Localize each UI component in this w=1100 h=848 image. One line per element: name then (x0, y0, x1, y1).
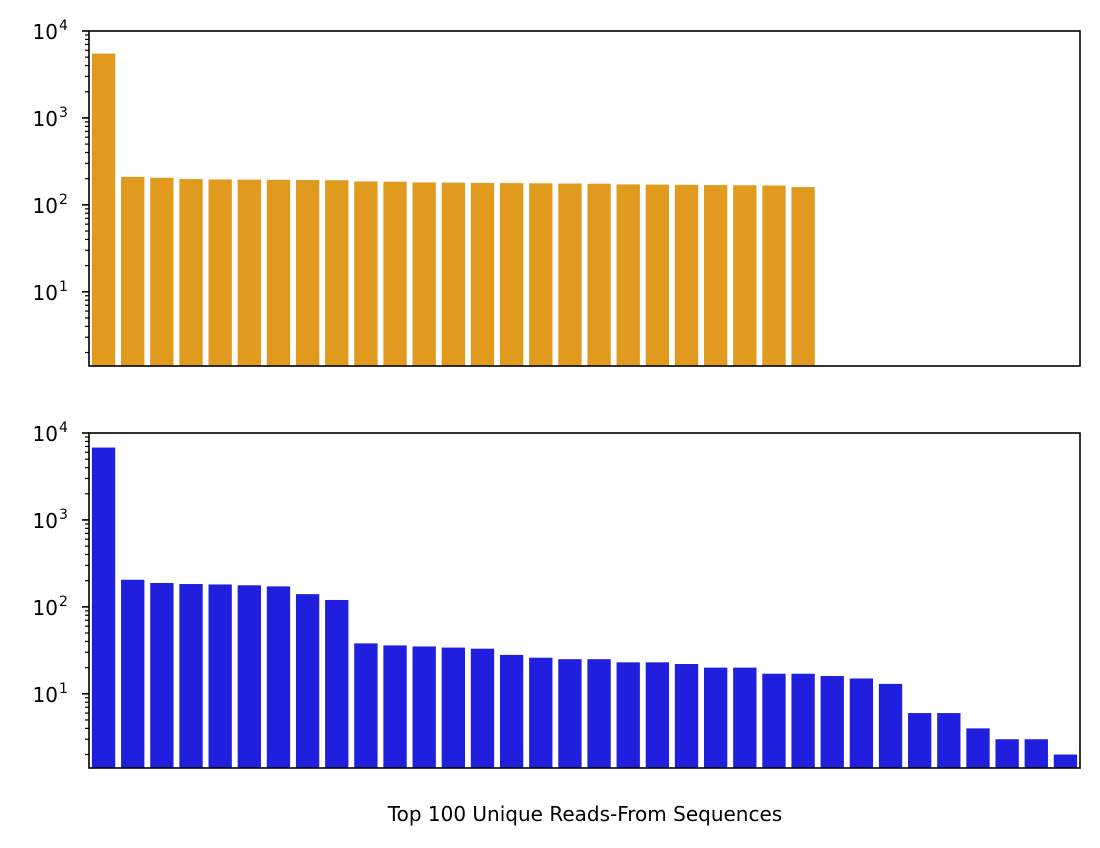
bottom-bar (441, 647, 465, 768)
top-bar (412, 182, 436, 366)
bottom-bar (91, 447, 116, 768)
bottom-bar (849, 678, 874, 768)
top-bar (237, 179, 261, 366)
top-bar (295, 180, 320, 366)
top-bar (208, 179, 232, 366)
top-bar (179, 179, 203, 366)
bottom-bar (616, 662, 640, 768)
top-bar (441, 182, 465, 366)
bottom-bar (237, 585, 261, 768)
top-bar (645, 184, 670, 366)
top-tick-exponent: 3 (59, 105, 68, 121)
top-bar (470, 182, 495, 366)
top-tick-exponent: 4 (59, 18, 68, 34)
bottom-bar (499, 654, 524, 768)
bottom-bar (704, 667, 728, 768)
top-tick-exponent: 2 (59, 192, 68, 208)
top-bar (354, 181, 378, 366)
bottom-tick-exponent: 1 (59, 681, 68, 697)
bottom-tick-label: 10 (33, 683, 58, 707)
bottom-tick-label: 10 (33, 422, 58, 446)
bottom-bar (791, 673, 815, 768)
bottom-bar (266, 586, 291, 768)
top-tick-label: 10 (33, 194, 58, 218)
bottom-bar (354, 643, 378, 768)
bottom-bar (470, 648, 495, 768)
top-bar (499, 183, 524, 366)
bottom-bar (383, 645, 407, 768)
bottom-tick-exponent: 3 (59, 507, 68, 523)
top-bar (266, 179, 291, 366)
bottom-bar (733, 667, 757, 768)
top-bar (674, 184, 699, 366)
top-bar (762, 185, 786, 366)
bottom-bar (412, 646, 436, 768)
top-axes-frame (88, 30, 1081, 367)
bottom-bar (179, 584, 203, 768)
top-tick-label: 10 (33, 20, 58, 44)
top-tick-exponent: 1 (59, 279, 68, 295)
top-bar (150, 177, 174, 366)
bottom-bar (674, 664, 699, 768)
bottom-tick-exponent: 2 (59, 594, 68, 610)
top-bar (704, 185, 728, 366)
bottom-axes-frame (88, 432, 1081, 769)
top-bar (791, 187, 815, 366)
top-bar (733, 185, 757, 366)
bottom-bar (1024, 739, 1048, 768)
bottom-bar (878, 683, 903, 768)
bottom-bar (908, 713, 932, 768)
bottom-bar (1053, 754, 1078, 768)
bottom-bar (820, 676, 844, 768)
bottom-tick-exponent: 4 (59, 420, 68, 436)
bottom-tick-label: 10 (33, 596, 58, 620)
top-bar (325, 180, 349, 366)
bottom-bar (762, 673, 786, 768)
bottom-bar (208, 584, 232, 768)
bottom-bar (529, 657, 553, 768)
top-bar (587, 183, 611, 366)
bottom-bar (995, 739, 1019, 768)
bottom-bar (325, 599, 349, 768)
top-bar (529, 183, 553, 366)
top-bar (558, 183, 582, 366)
top-bar (616, 184, 640, 366)
top-bar (91, 53, 116, 366)
bottom-bar (937, 713, 961, 768)
bottom-bar (966, 728, 990, 768)
bottom-bar (150, 583, 174, 768)
bottom-bar (645, 662, 670, 768)
bottom-bar (587, 659, 611, 768)
x-axis-label: Top 100 Unique Reads-From Sequences (387, 802, 782, 826)
top-bar (121, 176, 145, 366)
top-bar (383, 181, 407, 366)
bottom-bar (558, 659, 582, 768)
bottom-bar (295, 594, 320, 768)
top-tick-label: 10 (33, 107, 58, 131)
bottom-bar (121, 579, 145, 768)
top-tick-label: 10 (33, 281, 58, 305)
bottom-tick-label: 10 (33, 509, 58, 533)
